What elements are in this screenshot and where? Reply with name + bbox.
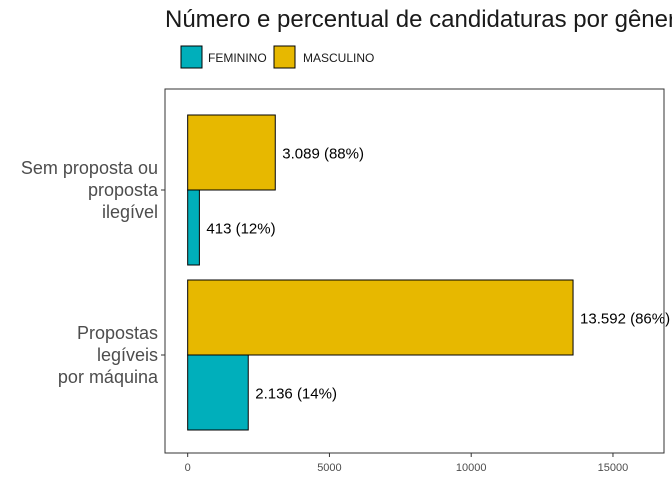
data-label-masculino-leg: 13.592 (86%) <box>580 311 670 328</box>
data-label-feminino-sem: 413 (12%) <box>206 221 275 238</box>
legend-label-feminino: FEMININO <box>208 51 267 65</box>
bar-feminino-leg <box>187 354 249 431</box>
legend-swatch-feminino <box>180 45 203 69</box>
data-labels-group: 413 (12%) 2.136 (14%) 3.089 (88%) 13.592 (8… <box>206 146 670 403</box>
bar-masculino-leg <box>187 279 574 356</box>
x-tick-label-15000: 15000 <box>598 462 629 474</box>
legend: FEMININO MASCULINO <box>180 45 374 69</box>
x-tick-label-0: 0 <box>185 462 191 474</box>
bar-masculino-sem <box>187 114 276 191</box>
y-tick-label-sem: Sem proposta ou proposta ilegível <box>21 158 159 222</box>
x-axis: 0 5000 10000 15000 <box>185 453 629 474</box>
bars-group <box>187 114 574 431</box>
y-axis: Sem proposta ou proposta ilegível Propostas… <box>21 158 165 387</box>
x-tick-label-10000: 10000 <box>456 462 487 474</box>
data-label-feminino-leg: 2.136 (14%) <box>255 386 337 403</box>
legend-swatch-masculino <box>273 45 296 69</box>
chart-title: Número e percentual de candidaturas por … <box>165 6 672 33</box>
plot-panel <box>164 88 665 454</box>
y-tick-label-leg: Propostas legíveis por máquina <box>58 323 159 387</box>
bar-feminino-sem <box>187 189 200 266</box>
legend-label-masculino: MASCULINO <box>303 51 374 65</box>
x-tick-label-5000: 5000 <box>317 462 341 474</box>
data-label-masculino-sem: 3.089 (88%) <box>282 146 364 163</box>
